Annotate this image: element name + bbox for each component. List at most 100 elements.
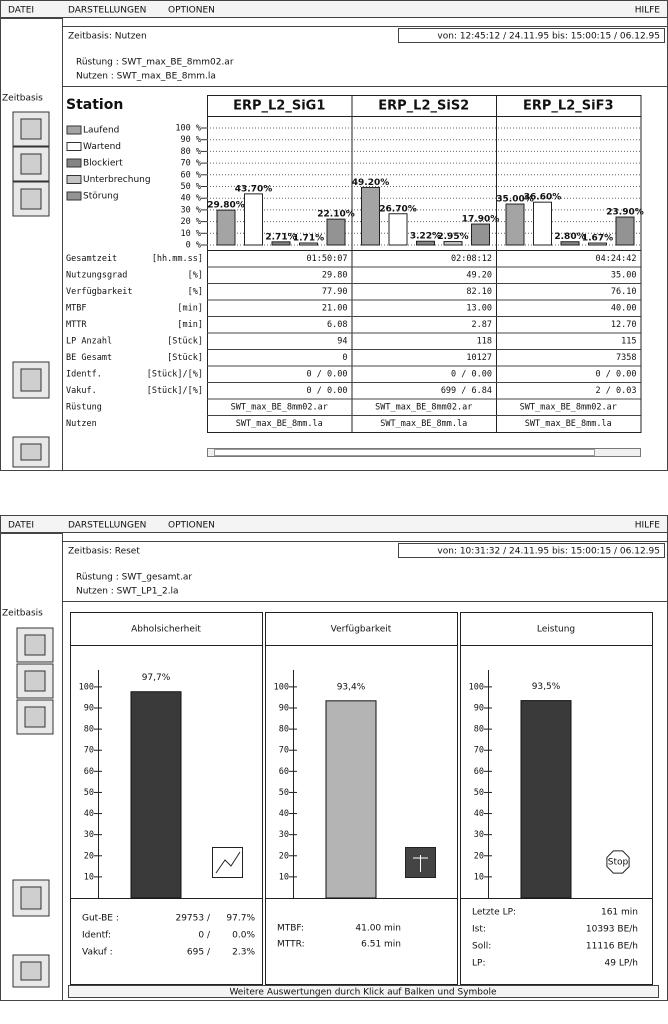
row-unit: [min]	[177, 320, 203, 330]
menu-item[interactable]: DARSTELLUNGEN	[68, 6, 146, 16]
cell-value: SWT_max_BE_8mm.la	[525, 419, 612, 429]
sidebar-label: Zeitbasis	[2, 94, 43, 104]
legend-swatch	[66, 158, 82, 168]
bar[interactable]	[505, 203, 525, 246]
cell-value: 10127	[466, 353, 492, 363]
bar[interactable]	[361, 186, 380, 246]
stat-value: 6.51 min	[361, 940, 401, 950]
range-box	[398, 543, 665, 558]
cell-value: 82.10	[466, 287, 492, 297]
y-tick-label: 10	[474, 872, 484, 882]
cell-value: 115	[621, 337, 636, 347]
stat-value: 10393 BE/h	[586, 925, 638, 935]
bar[interactable]	[299, 242, 318, 246]
bar[interactable]	[443, 241, 463, 246]
bar[interactable]	[520, 700, 572, 899]
cell-value: 40.00	[611, 304, 637, 314]
bar[interactable]	[560, 241, 580, 246]
legend-label: Blockiert	[83, 159, 123, 169]
cell-value: 0	[342, 353, 347, 363]
y-tick-label: 20 %	[181, 217, 201, 227]
value-label: 2.95%	[437, 232, 468, 242]
menu-item[interactable]: DARSTELLUNGEN	[68, 521, 146, 531]
stat-label: LP:	[472, 959, 485, 969]
value-label: 36.60%	[524, 193, 562, 203]
y-tick-label: 100	[274, 682, 289, 692]
menu-item[interactable]: DATEI	[8, 521, 34, 531]
bar[interactable]	[244, 193, 263, 246]
station-name: ERP_L2_SiG1	[233, 99, 325, 114]
stat-label: Ist:	[472, 925, 486, 935]
y-tick-label: 80	[279, 725, 289, 735]
y-tick-label: 10 %	[181, 229, 201, 239]
bar[interactable]	[471, 223, 490, 246]
legend-label: Störung	[83, 192, 119, 202]
y-tick-label: 90	[474, 704, 484, 714]
menu-help[interactable]: HILFE	[635, 6, 661, 16]
cell-value: 21.00	[322, 304, 348, 314]
bar[interactable]	[130, 691, 182, 899]
stat-value: 29753 /	[175, 914, 210, 924]
cell-value: SWT_max_BE_8mm02.ar	[520, 403, 617, 413]
y-tick-label: 90 %	[181, 135, 201, 145]
menu-help[interactable]: HILFE	[635, 521, 661, 531]
scroll-thumb[interactable]	[214, 449, 595, 456]
stop-icon[interactable]	[606, 850, 630, 874]
y-tick-label: 60 %	[181, 170, 201, 180]
stat-value: 0 /	[198, 931, 211, 941]
y-tick-label: 100 %	[175, 124, 201, 134]
cell-value: 0 / 0.00	[596, 370, 637, 380]
value-label: 2.71%	[265, 232, 296, 242]
bar[interactable]	[388, 213, 408, 246]
cell-value: 2.87	[472, 320, 492, 330]
button-icon	[20, 153, 42, 175]
y-tick-label: 30 %	[181, 205, 201, 215]
row-unit: [Stück]/[%]	[147, 370, 203, 380]
menu-item[interactable]: DATEI	[8, 6, 34, 16]
stat-value: 161 min	[601, 908, 638, 918]
cell-value: 04:24:42	[596, 254, 637, 264]
y-tick-label: 20	[474, 851, 484, 861]
legend-swatch	[66, 142, 82, 151]
row-label: MTTR	[66, 320, 87, 330]
trend-line	[215, 851, 241, 874]
bar[interactable]	[533, 201, 552, 246]
stat-value: 2.3%	[232, 948, 255, 958]
value-label: 2.80%	[554, 232, 585, 242]
bar[interactable]	[271, 241, 291, 246]
row-unit: [hh.mm.ss]	[152, 254, 203, 264]
cell-value: 49.20	[466, 271, 492, 281]
cell-value: 0 / 0.00	[307, 386, 348, 396]
station-table	[207, 95, 642, 433]
bar[interactable]	[216, 209, 236, 246]
sidebar-label: Zeitbasis	[2, 609, 43, 619]
y-tick-label: 30	[474, 830, 484, 840]
nutzen: Nutzen : SWT_LP1_2.la	[76, 587, 179, 597]
bar[interactable]	[416, 240, 435, 246]
y-tick-label: 40 %	[181, 194, 201, 204]
y-tick-label: 0 %	[186, 241, 201, 251]
menu-item[interactable]: OPTIONEN	[168, 6, 215, 16]
menu-item[interactable]: OPTIONEN	[168, 521, 215, 531]
y-tick-label: 10	[279, 872, 289, 882]
bar[interactable]	[588, 242, 607, 246]
y-tick-label: 20	[84, 851, 94, 861]
bar[interactable]	[615, 216, 635, 246]
y-tick-label: 20	[279, 851, 289, 861]
button-icon	[20, 118, 42, 140]
y-tick-label: 50	[279, 788, 289, 798]
bar[interactable]	[325, 700, 377, 899]
sidebar	[0, 533, 63, 1001]
stat-label: Soll:	[472, 942, 491, 952]
y-tick-label: 70	[84, 746, 94, 756]
cell-value: 77.90	[322, 287, 348, 297]
y-tick-label: 30	[84, 830, 94, 840]
cell-value: 7358	[616, 353, 636, 363]
cell-value: 29.80	[322, 271, 348, 281]
button-icon	[20, 886, 42, 910]
button-icon	[24, 670, 46, 692]
ruestung: Rüstung : SWT_gesamt.ar	[76, 573, 192, 583]
bar[interactable]	[326, 218, 346, 246]
cell-value: 94	[337, 337, 347, 347]
stat-label: MTBF:	[277, 924, 304, 934]
